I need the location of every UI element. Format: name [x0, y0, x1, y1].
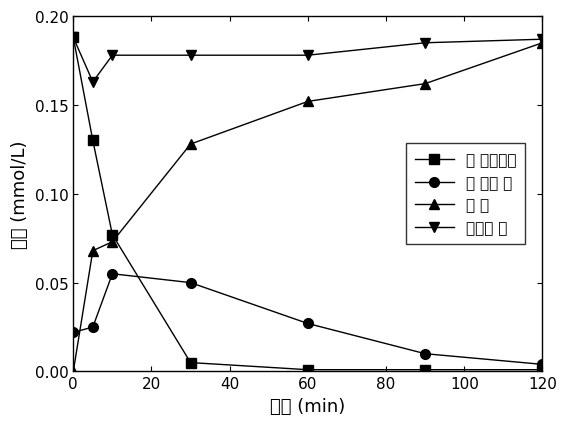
- Line: 氯 代硝基苯: 氯 代硝基苯: [68, 34, 548, 375]
- 氯 代硝基苯: [187, 360, 194, 365]
- X-axis label: 时间 (min): 时间 (min): [270, 397, 345, 415]
- Legend: 氯 代硝基苯, 氯 代苯 胺, 苯 胺, 物料平 衡: 氯 代硝基苯, 氯 代苯 胺, 苯 胺, 物料平 衡: [406, 144, 525, 245]
- 氯 代苯 胺: [304, 321, 311, 326]
- 苯 胺: [422, 82, 429, 87]
- 苯 胺: [304, 100, 311, 105]
- 物料平 衡: [70, 36, 77, 41]
- 物料平 衡: [109, 54, 116, 59]
- Y-axis label: 浓度 (mmol/L): 浓度 (mmol/L): [11, 140, 29, 248]
- 物料平 衡: [304, 54, 311, 59]
- 氯 代苯 胺: [187, 280, 194, 285]
- 氯 代硝基苯: [70, 36, 77, 41]
- 苯 胺: [109, 240, 116, 245]
- 氯 代硝基苯: [304, 367, 311, 372]
- 物料平 衡: [89, 80, 96, 85]
- 氯 代硝基苯: [109, 233, 116, 238]
- Line: 物料平 衡: 物料平 衡: [68, 34, 548, 87]
- 物料平 衡: [187, 54, 194, 59]
- Line: 苯 胺: 苯 胺: [68, 39, 548, 377]
- 氯 代硝基苯: [539, 367, 546, 372]
- 氯 代硝基苯: [89, 138, 96, 144]
- 苯 胺: [187, 142, 194, 147]
- 氯 代苯 胺: [422, 351, 429, 357]
- Line: 氯 代苯 胺: 氯 代苯 胺: [68, 269, 548, 369]
- 氯 代苯 胺: [70, 330, 77, 335]
- 物料平 衡: [422, 41, 429, 46]
- 苯 胺: [89, 248, 96, 253]
- 氯 代苯 胺: [109, 271, 116, 276]
- 氯 代苯 胺: [89, 325, 96, 330]
- 氯 代硝基苯: [422, 367, 429, 372]
- 物料平 衡: [539, 37, 546, 43]
- 氯 代苯 胺: [539, 362, 546, 367]
- 苯 胺: [539, 41, 546, 46]
- 苯 胺: [70, 369, 77, 374]
